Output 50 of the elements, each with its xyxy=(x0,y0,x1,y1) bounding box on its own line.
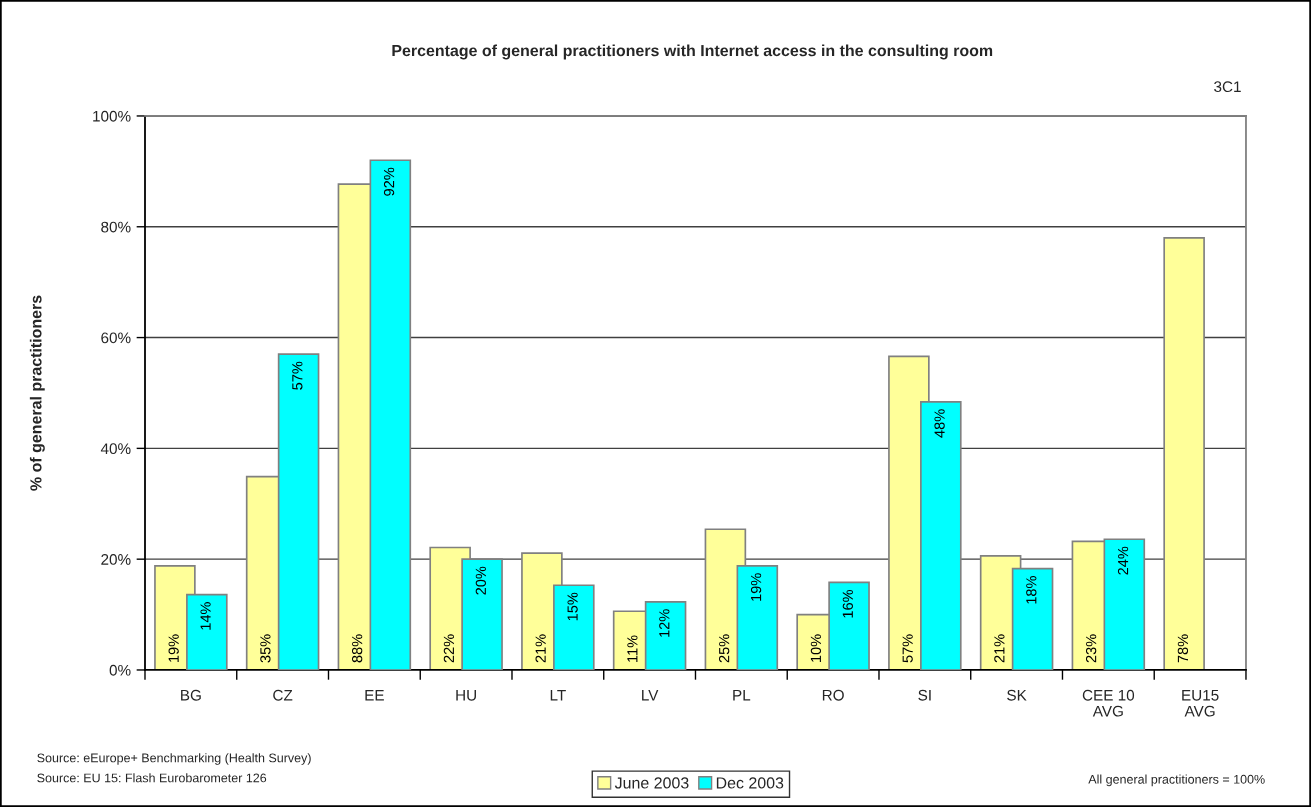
legend-label: Dec 2003 xyxy=(716,777,784,789)
data-label: 23% xyxy=(1085,634,1097,663)
bar xyxy=(1163,237,1205,670)
x-tick-label: EE xyxy=(365,689,384,701)
x-tick-label: LV xyxy=(642,689,659,701)
data-label: 24% xyxy=(1117,546,1129,575)
x-tick-label: SI xyxy=(918,689,931,701)
x-tick-label: PL xyxy=(733,689,751,701)
y-tick-label: 80% xyxy=(101,221,131,233)
data-label: 21% xyxy=(535,634,546,663)
data-label: 20% xyxy=(475,566,486,595)
y-tick-label: 0% xyxy=(109,664,131,676)
data-label: 18% xyxy=(1026,576,1037,604)
y-tick-label: 40% xyxy=(100,443,131,455)
data-label: 78% xyxy=(1177,634,1189,663)
data-label: 22% xyxy=(443,634,455,663)
x-tick-label: CEE 10 AVG xyxy=(1082,689,1135,717)
data-label: 48% xyxy=(934,409,945,438)
y-tick-label: 100% xyxy=(93,110,131,122)
y-tick-label: 60% xyxy=(101,332,131,344)
source-note: Source: eEurope+ Benchmarking (Health Survey) xyxy=(37,753,311,765)
data-label: 25% xyxy=(718,634,730,663)
y-tick-label: 20% xyxy=(101,554,131,565)
x-tick-label: CZ xyxy=(273,689,293,701)
data-label: 15% xyxy=(567,592,578,621)
data-label: 92% xyxy=(383,167,395,196)
data-label: 57% xyxy=(902,634,913,663)
text: 3C1 xyxy=(1214,81,1241,93)
x-tick-label: EU15 AVG xyxy=(1182,689,1219,717)
data-label: 12% xyxy=(659,609,670,637)
data-label: 10% xyxy=(810,634,822,662)
x-tick-label: SK xyxy=(1007,689,1027,701)
chart-title: Percentage of general practitioners with Internet access in the consulting room xyxy=(392,44,993,60)
x-tick-label: HU xyxy=(456,689,476,701)
legend-label: June 2003 xyxy=(614,777,689,789)
data-label: 16% xyxy=(842,589,853,618)
data-label: 21% xyxy=(994,634,1005,663)
y-axis-title: % of general practitioners xyxy=(29,295,45,491)
data-label: 57% xyxy=(292,361,303,390)
data-label: 88% xyxy=(351,634,363,663)
data-label: 11% xyxy=(627,635,638,662)
source-note: Source: EU 15: Flash Eurobarometer 126 xyxy=(37,773,267,783)
data-label: 35% xyxy=(260,634,271,663)
x-tick-label: RO xyxy=(822,689,844,701)
data-label: 14% xyxy=(200,602,211,630)
data-label: 19% xyxy=(750,573,762,601)
text: All general practitioners = 100% xyxy=(1088,774,1265,787)
data-label: 19% xyxy=(168,634,179,662)
x-tick-label: LT xyxy=(550,689,566,701)
x-tick-label: BG xyxy=(181,689,201,701)
